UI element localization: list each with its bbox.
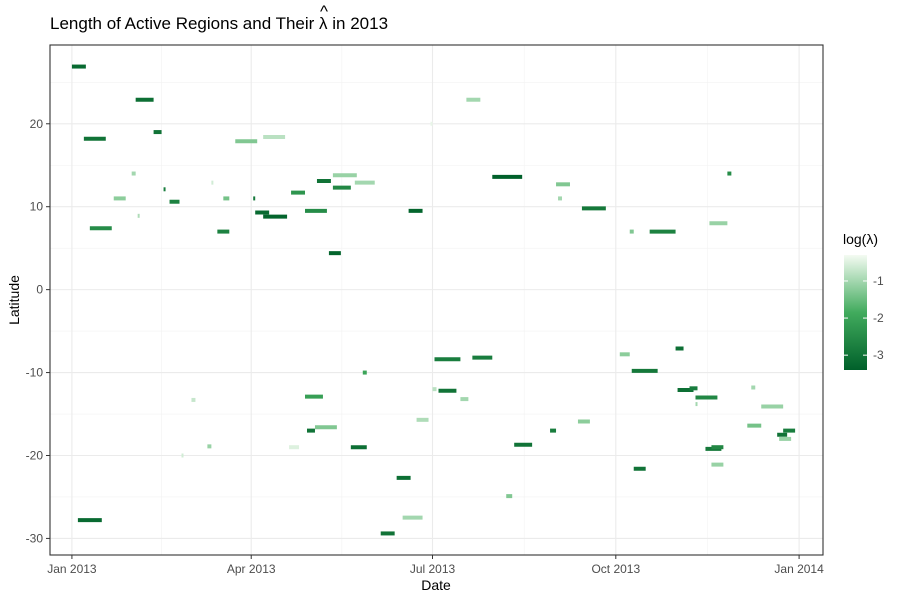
y-tick-label: 0 <box>36 283 43 297</box>
legend-ticks: -1 -2 -3 <box>844 274 884 362</box>
title-hat: ^ <box>320 2 328 21</box>
y-tick-label: -20 <box>26 448 44 462</box>
title-lambda: λ <box>319 14 328 33</box>
y-tick-label: 20 <box>30 117 44 131</box>
x-axis-label: Date <box>421 577 451 593</box>
x-axis: Jan 2013 Apr 2013 Jul 2013 Oct 2013 Jan 2014 <box>47 555 824 576</box>
grid-major <box>50 45 823 555</box>
title-text-a: Length of Active Regions and Their <box>50 14 319 33</box>
legend-tick-label: -2 <box>873 311 884 325</box>
y-axis: -30 -20 -10 0 10 20 <box>26 117 50 545</box>
legend-title: log(λ) <box>843 231 878 247</box>
x-tick-label: Apr 2013 <box>227 562 276 576</box>
legend-tick-label: -3 <box>873 348 884 362</box>
title-text-b: in 2013 <box>328 14 389 33</box>
data-segments <box>71 64 796 536</box>
x-tick-label: Jul 2013 <box>410 562 456 576</box>
grid-minor <box>50 45 823 555</box>
y-axis-label: Latitude <box>6 275 22 325</box>
y-tick-label: -30 <box>26 531 44 545</box>
legend: log(λ) -1 -2 -3 <box>843 231 884 370</box>
x-tick-label: Oct 2013 <box>591 562 640 576</box>
x-tick-label: Jan 2013 <box>47 562 97 576</box>
x-tick-label: Jan 2014 <box>774 562 824 576</box>
legend-colorbar <box>844 255 867 370</box>
plot-border <box>49 44 824 556</box>
y-tick-label: 10 <box>30 200 44 214</box>
y-tick-label: -10 <box>26 366 44 380</box>
legend-tick-label: -1 <box>873 274 884 288</box>
plot-panel <box>50 45 823 555</box>
chart-title: Length of Active Regions and Their λ in … <box>50 14 388 33</box>
